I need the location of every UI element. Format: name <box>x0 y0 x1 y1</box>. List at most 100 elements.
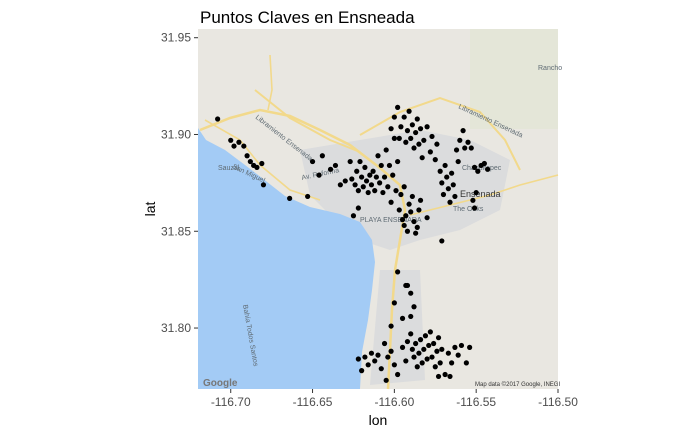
map-attribution: Map data ©2017 Google, INEGI <box>475 381 560 388</box>
data-point <box>458 342 465 349</box>
data-point <box>388 323 394 329</box>
data-point <box>401 222 407 229</box>
data-point <box>439 346 445 352</box>
chart-title: Puntos Claves en Ensneada <box>200 8 415 27</box>
data-point <box>396 135 402 141</box>
data-point <box>359 174 365 180</box>
data-point <box>398 124 404 130</box>
data-point <box>375 153 381 159</box>
data-point <box>395 269 401 275</box>
data-point <box>408 135 414 141</box>
data-point <box>444 174 450 180</box>
map-background: Ensenada The Oaks PLAYA ENSENADA Sauzal … <box>198 29 562 390</box>
data-point <box>395 104 401 110</box>
data-point <box>424 124 430 130</box>
data-point <box>419 155 425 161</box>
data-point <box>393 188 399 194</box>
data-point <box>457 137 463 143</box>
data-point <box>367 172 373 178</box>
data-point <box>408 290 414 296</box>
data-point <box>411 218 417 225</box>
data-point <box>332 162 339 169</box>
data-point <box>319 153 325 159</box>
data-point <box>352 182 358 188</box>
data-point <box>388 199 394 205</box>
data-point <box>354 168 360 174</box>
data-point <box>244 153 250 159</box>
data-point <box>378 162 384 169</box>
data-point <box>404 338 411 345</box>
data-point <box>388 126 394 132</box>
data-point <box>449 360 455 366</box>
data-point <box>421 346 427 352</box>
data-point <box>414 364 420 370</box>
data-point <box>228 137 234 143</box>
x-tick-label: -116.60 <box>374 395 414 409</box>
data-point <box>363 178 370 184</box>
data-point <box>432 364 438 370</box>
data-point <box>439 180 445 186</box>
data-point <box>327 166 334 172</box>
data-point <box>372 188 378 194</box>
data-point <box>365 189 371 196</box>
data-point <box>403 358 409 364</box>
data-point <box>470 197 476 203</box>
data-point <box>390 172 396 178</box>
data-points <box>215 104 491 383</box>
data-point <box>485 166 491 172</box>
data-point <box>355 356 361 362</box>
data-point <box>403 213 409 219</box>
data-point <box>452 193 458 200</box>
data-point <box>475 168 481 174</box>
data-point <box>437 360 443 366</box>
data-point <box>368 182 375 188</box>
data-point <box>424 215 430 221</box>
data-point <box>373 174 379 180</box>
data-point <box>413 340 419 347</box>
data-point <box>381 340 388 347</box>
data-point <box>409 193 415 200</box>
data-point <box>383 377 389 383</box>
data-point <box>450 182 456 188</box>
data-point <box>386 162 393 169</box>
urban-area <box>300 130 510 385</box>
data-point <box>381 174 388 180</box>
data-point <box>350 213 357 219</box>
data-point <box>468 145 474 151</box>
map-label-city: Ensenada <box>460 189 501 199</box>
data-point <box>414 116 420 122</box>
data-point <box>385 354 391 360</box>
map-label-place1: The Oaks <box>453 206 484 213</box>
data-point <box>460 128 466 134</box>
data-point <box>404 128 411 134</box>
data-point <box>417 337 424 343</box>
data-point <box>414 224 420 230</box>
data-point <box>347 158 353 165</box>
data-point <box>380 189 386 196</box>
data-point <box>357 158 363 165</box>
data-point <box>411 145 417 151</box>
data-point <box>419 360 425 366</box>
map-label-town1: Sauzal <box>218 165 240 172</box>
data-point <box>385 184 391 190</box>
data-point <box>434 141 440 147</box>
data-point <box>365 362 371 368</box>
data-point <box>449 170 455 176</box>
data-point <box>462 145 468 151</box>
data-point <box>403 139 409 145</box>
data-point <box>337 182 343 188</box>
data-point <box>424 356 430 362</box>
data-point <box>395 158 401 165</box>
data-point <box>404 228 411 234</box>
data-point <box>391 135 397 141</box>
data-point <box>467 344 473 350</box>
data-point <box>452 344 458 350</box>
map-label-place2: PLAYA ENSENADA <box>360 217 422 224</box>
data-point <box>416 141 422 147</box>
data-point <box>421 137 427 143</box>
data-point <box>399 217 406 223</box>
data-point <box>391 114 397 120</box>
data-point <box>399 344 406 350</box>
map-label-town2: Rancho <box>538 65 562 72</box>
